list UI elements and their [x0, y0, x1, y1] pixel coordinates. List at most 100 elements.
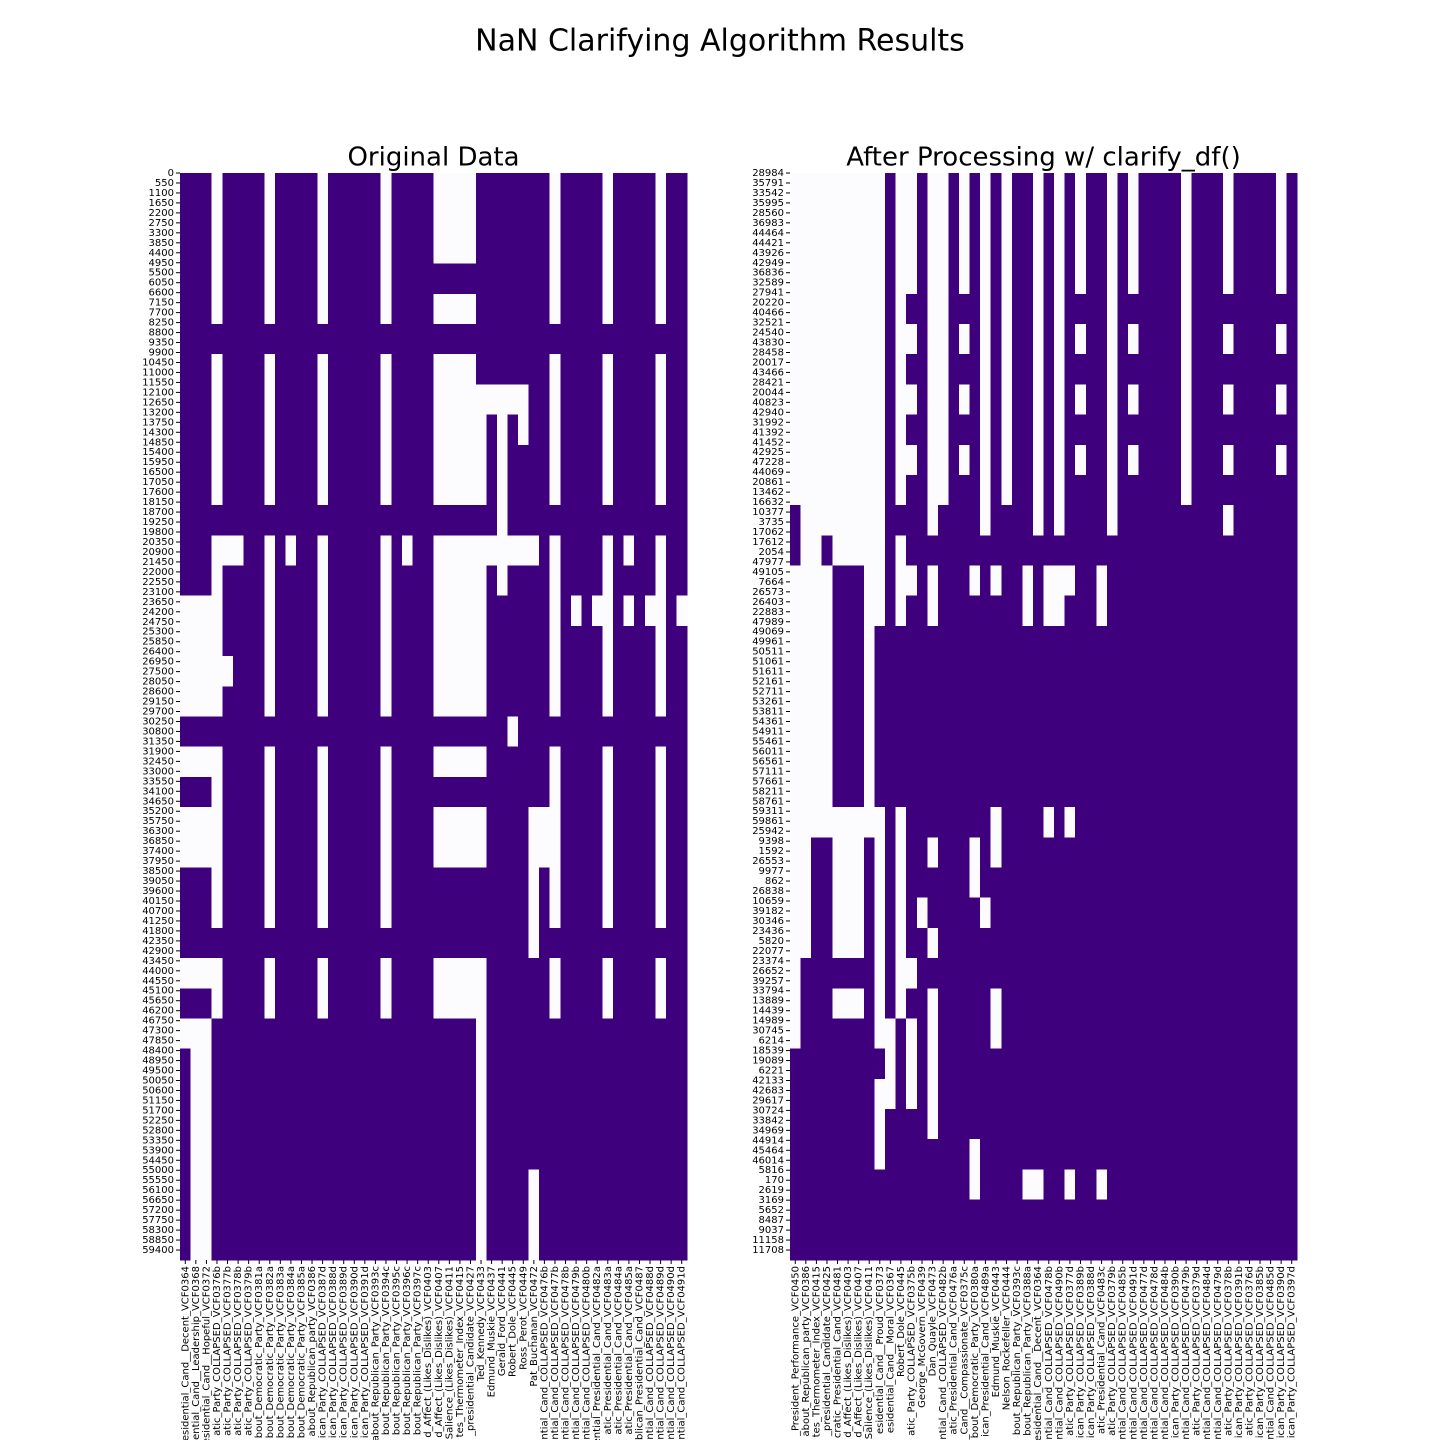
y-tick-label: 4950	[149, 258, 174, 269]
heatmap-cell	[1043, 716, 1055, 748]
heatmap-cell	[475, 474, 487, 506]
heatmap-cell	[1223, 203, 1235, 234]
y-tick-label: 6214	[759, 1036, 784, 1047]
heatmap-cell	[253, 927, 265, 959]
heatmap-cell	[916, 625, 928, 657]
heatmap-cell	[370, 293, 382, 325]
heatmap-cell	[275, 595, 287, 627]
heatmap-cell	[1043, 474, 1055, 506]
heatmap-cell	[549, 897, 561, 929]
heatmap-cell	[222, 686, 234, 717]
heatmap-cell	[906, 807, 918, 838]
heatmap-cell	[1096, 837, 1108, 868]
heatmap-cell	[454, 625, 466, 657]
heatmap-cell	[539, 625, 551, 657]
heatmap-cell	[1275, 1199, 1287, 1231]
heatmap-cell	[821, 595, 833, 627]
heatmap-cell	[1138, 776, 1150, 808]
heatmap-cell	[211, 988, 223, 1019]
heatmap-cell	[560, 414, 572, 446]
heatmap-cell	[1032, 1199, 1044, 1231]
heatmap-cell	[391, 1169, 403, 1201]
heatmap-cell	[927, 1109, 939, 1140]
y-tick-label: 49069	[752, 627, 784, 638]
heatmap-cell	[401, 686, 413, 717]
heatmap-cell	[518, 354, 530, 385]
x-tick-label: bout_Republican_Party_VCF0396c	[402, 1266, 413, 1435]
heatmap-cell	[832, 293, 844, 325]
heatmap-cell	[1170, 173, 1182, 204]
heatmap-cell	[613, 444, 625, 476]
heatmap-cell	[863, 173, 875, 204]
heatmap-cell	[1159, 595, 1171, 627]
heatmap-cell	[1170, 625, 1182, 657]
heatmap-cell	[800, 173, 812, 204]
heatmap-cell	[811, 867, 823, 899]
heatmap-cell	[1096, 263, 1108, 295]
heatmap-cell	[528, 656, 540, 687]
heatmap-cell	[380, 505, 392, 536]
heatmap-cell	[874, 1139, 886, 1170]
heatmap-cell	[338, 474, 350, 506]
heatmap-cell	[800, 625, 812, 657]
heatmap-cell	[895, 474, 907, 506]
heatmap-cell	[916, 293, 928, 325]
y-tick-label: 28050	[142, 677, 174, 688]
heatmap-cell	[518, 293, 530, 325]
heatmap-cell	[790, 746, 802, 778]
heatmap-cell	[1223, 1169, 1235, 1201]
heatmap-cell	[916, 686, 928, 717]
heatmap-cell	[232, 1229, 244, 1261]
heatmap-cell	[380, 1169, 392, 1201]
heatmap-cell	[180, 958, 192, 989]
heatmap-cell	[1191, 1109, 1203, 1140]
y-tick-label: 18700	[142, 507, 174, 518]
heatmap-cell	[916, 1048, 928, 1080]
heatmap-cell	[874, 505, 886, 536]
y-tick-label: 46750	[142, 1016, 174, 1027]
heatmap-cell	[560, 867, 572, 899]
heatmap-cell	[602, 1229, 614, 1261]
heatmap-cell	[1043, 927, 1055, 959]
heatmap-cell	[1170, 384, 1182, 416]
heatmap-cell	[863, 1018, 875, 1050]
heatmap-cell	[927, 1018, 939, 1050]
heatmap-cell	[201, 354, 213, 385]
heatmap-cell	[275, 474, 287, 506]
heatmap-cell	[1085, 656, 1097, 687]
heatmap-cell	[927, 444, 939, 476]
heatmap-cell	[969, 323, 981, 355]
heatmap-cell	[1223, 293, 1235, 325]
heatmap-cell	[644, 293, 656, 325]
heatmap-cell	[655, 1048, 667, 1080]
heatmap-cell	[306, 1139, 318, 1170]
heatmap-cell	[1117, 203, 1129, 234]
y-tick-label: 9037	[759, 1225, 784, 1236]
heatmap-cell	[539, 384, 551, 416]
heatmap-cell	[285, 505, 297, 536]
heatmap-cell	[623, 414, 635, 446]
heatmap-cell	[1106, 1229, 1118, 1261]
heatmap-cell	[496, 686, 508, 717]
heatmap-cell	[465, 595, 477, 627]
heatmap-cell	[422, 384, 434, 416]
heatmap-cell	[1128, 686, 1140, 717]
heatmap-cell	[644, 1139, 656, 1170]
y-tick-label: 7664	[759, 577, 784, 588]
heatmap-cell	[570, 686, 582, 717]
heatmap-cell	[1032, 776, 1044, 808]
heatmap-cell	[1054, 444, 1066, 476]
heatmap-cell	[475, 323, 487, 355]
heatmap-cell	[359, 565, 371, 597]
heatmap-cell	[528, 807, 540, 838]
heatmap-cell	[349, 1199, 361, 1231]
heatmap-cell	[433, 1048, 445, 1080]
heatmap-cell	[560, 625, 572, 657]
heatmap-cell	[422, 988, 434, 1019]
heatmap-cell	[1254, 625, 1266, 657]
x-tick-label: Ted_Kennedy_VCF0433	[476, 1266, 487, 1382]
heatmap-cell	[507, 746, 519, 778]
heatmap-cell	[623, 1229, 635, 1261]
heatmap-cell	[380, 444, 392, 476]
heatmap-cell	[1032, 1139, 1044, 1170]
